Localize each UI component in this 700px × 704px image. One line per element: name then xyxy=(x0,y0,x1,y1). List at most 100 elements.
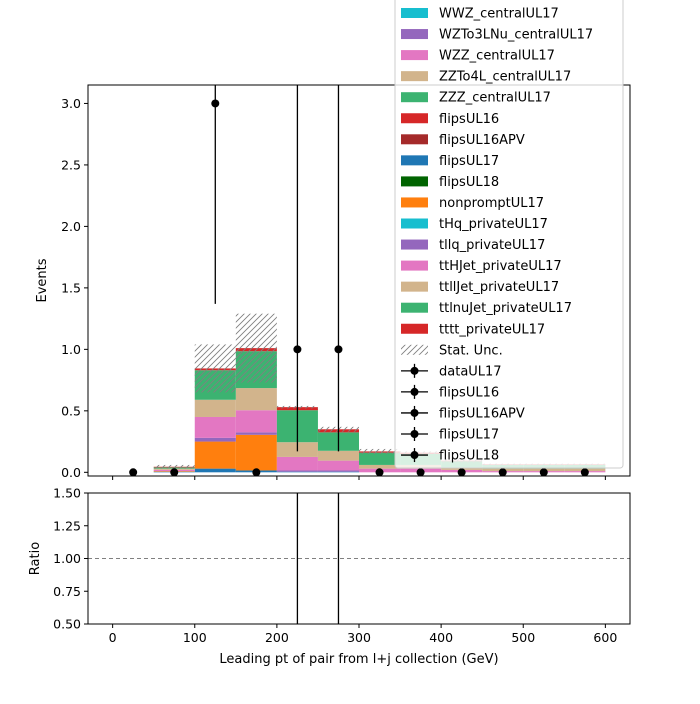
stat-unc-bin-3 xyxy=(235,313,277,383)
ratio-y-ticks: 0.50 0.75 1.00 1.25 1.50 xyxy=(53,486,88,632)
ratio-x-tick-label: 0 xyxy=(109,630,117,645)
legend-item: flipsUL16APV xyxy=(401,405,525,421)
legend-label: flipsUL17 xyxy=(439,154,499,169)
ratio-x-tick-label: 100 xyxy=(183,630,207,645)
bar-tthjet-privateul17-bin-5 xyxy=(317,460,359,471)
ratio-x-tick-label: 600 xyxy=(593,630,617,645)
legend-label: flipsUL16 xyxy=(439,112,499,127)
data-point-3 xyxy=(252,468,261,477)
ratio-x-tick-label: 200 xyxy=(265,630,289,645)
legend-item: ZZZ_centralUL17 xyxy=(401,91,551,106)
data-points xyxy=(129,85,589,477)
legend-label: ZZZ_centralUL17 xyxy=(439,91,551,106)
legend-label: flipsUL16APV xyxy=(439,406,525,421)
data-point-8 xyxy=(457,468,466,477)
legend-marker xyxy=(410,430,419,438)
ratio-panel: 0.50 0.75 1.00 1.25 1.50 0 100 200 300 400 500 600… xyxy=(28,486,631,667)
legend-box xyxy=(394,0,624,469)
legend-label: tHq_privateUL17 xyxy=(439,217,548,232)
data-point-7 xyxy=(416,468,425,477)
legend-swatch xyxy=(401,29,428,40)
legend-label: WZZ_centralUL17 xyxy=(439,49,555,64)
stat-unc-bin-2 xyxy=(194,344,236,393)
ratio-error-bars xyxy=(296,493,340,624)
legend-label: ttlnuJet_privateUL17 xyxy=(439,301,572,316)
data-point-4 xyxy=(293,345,302,354)
legend-item: WZTo3LNu_centralUL17 xyxy=(401,28,593,43)
bar-ttlljet-privateul17-bin-3 xyxy=(235,388,277,411)
legend-label: flipsUL16 xyxy=(439,385,499,400)
legend-swatch xyxy=(401,239,428,250)
legend-label: flipsUL18 xyxy=(439,449,499,464)
legend-item: flipsUL17 xyxy=(401,154,499,169)
stat-unc-bin-6 xyxy=(359,448,401,454)
ratio-x-tick-label: 500 xyxy=(511,630,535,645)
legend-marker xyxy=(410,451,419,460)
legend-swatch xyxy=(401,8,428,18)
ratio-x-tick-label: 300 xyxy=(347,630,371,645)
legend-swatch xyxy=(401,92,428,103)
bar-tthjet-privateul17-bin-4 xyxy=(276,456,318,471)
stat-unc-bin-1 xyxy=(153,464,195,469)
ratio-y-tick-label: 0.50 xyxy=(53,617,81,632)
legend-item: ttHJet_privateUL17 xyxy=(401,259,562,274)
main-y-tick-label: 0.0 xyxy=(61,465,81,480)
bar-flipsul17-bin-4 xyxy=(276,471,318,473)
main-y-axis-label: Events xyxy=(35,258,50,302)
legend-item: flipsUL16APV xyxy=(401,133,525,148)
legend-item: flipsUL17 xyxy=(401,427,499,443)
bar-flipsul17-bin-2 xyxy=(194,468,236,473)
main-x-ticks xyxy=(112,476,606,480)
legend-label: tllq_privateUL17 xyxy=(439,238,545,253)
legend-item: ZZTo4L_centralUL17 xyxy=(401,70,571,85)
legend-item: tHq_privateUL17 xyxy=(401,217,548,232)
legend-label: flipsUL18 xyxy=(439,175,499,190)
main-y-tick-label: 1.5 xyxy=(61,280,81,295)
bar-tthjet-privateul17-bin-3 xyxy=(235,410,277,433)
data-point-2 xyxy=(211,99,220,108)
bar-tthjet-privateul17-bin-2 xyxy=(194,416,236,438)
legend-swatch xyxy=(401,71,428,82)
data-point-0 xyxy=(129,468,138,477)
bar-nonpromptul17-bin-3 xyxy=(235,434,277,471)
legend-item: flipsUL18 xyxy=(401,175,499,190)
legend: WWZ_centralUL17 WZTo3LNu_centralUL17 WZZ_c… xyxy=(394,0,624,469)
main-y-tick-label: 2.5 xyxy=(61,157,81,172)
ratio-x-tick-label: 400 xyxy=(429,630,453,645)
legend-swatch xyxy=(401,197,428,208)
legend-item: ttllJet_privateUL17 xyxy=(401,280,559,295)
legend-swatch xyxy=(401,302,428,313)
main-y-tick-label: 2.0 xyxy=(61,219,81,234)
legend-item: dataUL17 xyxy=(401,363,502,379)
legend-label: ZZTo4L_centralUL17 xyxy=(439,70,571,85)
bar-tllq-privateul17-bin-2 xyxy=(194,437,236,442)
legend-swatch xyxy=(401,134,428,145)
x-axis-label: Leading pt of pair from l+j collection (… xyxy=(219,652,498,667)
legend-marker xyxy=(410,366,419,375)
ratio-x-ticks: 0 100 200 300 400 500 600 xyxy=(109,624,617,645)
ratio-y-tick-label: 0.75 xyxy=(53,584,81,599)
ratio-y-tick-label: 1.50 xyxy=(53,486,81,501)
data-point-6 xyxy=(375,468,384,477)
ratio-y-axis-label: Ratio xyxy=(28,542,43,575)
legend-label: flipsUL16APV xyxy=(439,133,525,148)
legend-label: WZTo3LNu_centralUL17 xyxy=(439,28,593,43)
legend-item: Stat. Unc. xyxy=(401,343,503,358)
legend-item: WZZ_centralUL17 xyxy=(401,49,555,64)
bar-ttlljet-privateul17-bin-6 xyxy=(359,464,401,469)
data-point-11 xyxy=(580,468,589,477)
legend-item: ttlnuJet_privateUL17 xyxy=(401,301,572,316)
main-y-tick-label: 3.0 xyxy=(61,96,81,111)
bar-ttlnujet-privateul17-bin-6 xyxy=(359,452,401,465)
legend-item: flipsUL16 xyxy=(401,384,499,400)
bar-flipsul17-bin-5 xyxy=(317,471,359,473)
legend-item: flipsUL18 xyxy=(401,448,499,464)
legend-swatch xyxy=(401,113,428,124)
ratio-y-tick-label: 1.25 xyxy=(53,518,81,533)
legend-label: ttHJet_privateUL17 xyxy=(439,259,562,274)
legend-swatch xyxy=(401,260,428,271)
legend-marker xyxy=(410,408,419,417)
legend-label: Stat. Unc. xyxy=(439,343,503,358)
legend-item: tllq_privateUL17 xyxy=(401,238,545,253)
